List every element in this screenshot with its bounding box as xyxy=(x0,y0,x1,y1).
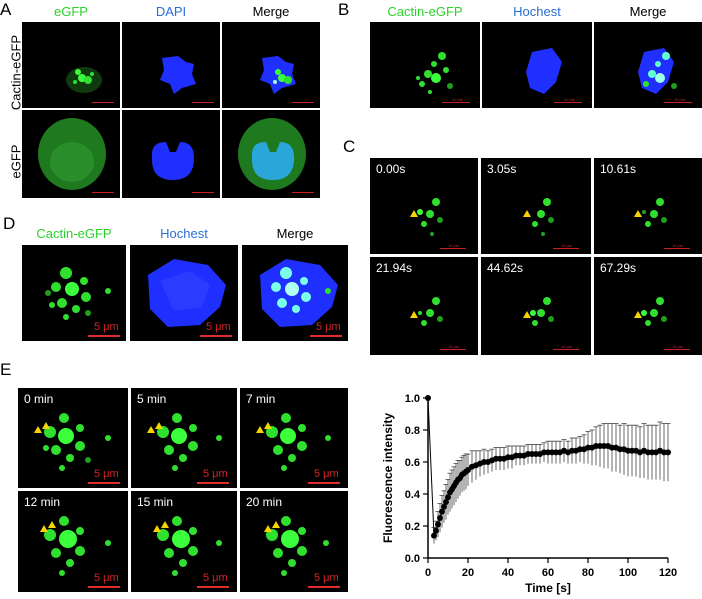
panelC-scale-2: 10 μm xyxy=(672,243,684,248)
panelB-image-cactin: 10 μm xyxy=(370,22,480,108)
panelC-scale-1: 10 μm xyxy=(561,243,573,248)
panelD-scale-3: 5 μm xyxy=(316,321,341,333)
x-tick-label: 20 xyxy=(462,567,474,579)
panelA-col-merge: Merge xyxy=(252,4,290,19)
x-tick-label: 120 xyxy=(659,567,677,579)
x-axis-label: Time [s] xyxy=(525,581,571,595)
data-point xyxy=(665,449,671,456)
panelE-scale-3: 5 μm xyxy=(94,572,119,584)
y-tick-label: 0.0 xyxy=(405,553,420,565)
panelE-frame-1: 5 min 5 μm xyxy=(131,388,237,488)
panelD-image-hochest: 5 μm xyxy=(130,245,238,341)
x-tick-label: 80 xyxy=(582,567,594,579)
panelB-image-merge: 10 μm xyxy=(594,22,702,108)
x-tick-label: 40 xyxy=(502,567,514,579)
data-point xyxy=(443,499,449,505)
x-tick-label: 60 xyxy=(542,567,554,579)
panelE-scale-5: 5 μm xyxy=(314,572,339,584)
data-point xyxy=(441,503,447,510)
panelE-time-0: 0 min xyxy=(24,392,54,406)
panel-label-b: B xyxy=(338,0,350,19)
panelD-scale-2: 5 μm xyxy=(206,321,231,333)
data-point xyxy=(435,521,441,528)
panelC-frame-3: 21.94s 10 μm xyxy=(370,257,478,355)
panelC-frame-5: 67.29s 10 μm xyxy=(594,257,702,355)
panelB-col-cactin: Cactin-eGFP xyxy=(387,4,463,19)
panelA-image-egfp-egfp xyxy=(22,110,120,198)
panelA-col-dapi: DAPI xyxy=(155,4,187,19)
panelD-col-cactin: Cactin-eGFP xyxy=(36,226,112,241)
y-tick-label: 0.2 xyxy=(405,521,420,533)
y-tick-label: 1.0 xyxy=(405,393,420,405)
panelB-scale-text-3: 10 μm xyxy=(674,97,686,102)
panelC-time-3: 21.94s xyxy=(376,261,413,275)
panelD-scale-1: 5 μm xyxy=(94,321,119,333)
panelC-frame-4: 44.62s 10 μm xyxy=(481,257,591,355)
y-axis-label: Fluorescence intensity xyxy=(381,413,395,543)
panelC-scale-4: 10 μm xyxy=(561,344,573,349)
panelE-time-5: 20 min xyxy=(246,495,283,509)
panelC-time-5: 67.29s xyxy=(600,261,637,275)
x-tick-label: 100 xyxy=(619,567,637,579)
panelB-scale-text-1: 10 μm xyxy=(452,97,464,102)
panelE-scale-0: 5 μm xyxy=(94,468,119,480)
panel-label-a: A xyxy=(0,0,12,19)
panelE-scale-2: 5 μm xyxy=(314,468,339,480)
frap-recovery-chart: 0.0 0.2 0.4 0.6 0.8 1.0 0 20 40 60 80 100 120 Time [s… xyxy=(381,393,677,595)
data-point xyxy=(431,532,437,539)
panelD-image-merge: 5 μm xyxy=(242,245,348,341)
panelE-frame-0: 0 min 5 μm xyxy=(18,388,128,488)
panelE-frame-5: 20 min 5 μm xyxy=(240,491,348,592)
panelE-time-1: 5 min xyxy=(137,392,167,406)
y-tick-label: 0.8 xyxy=(405,425,420,437)
data-point xyxy=(445,494,451,501)
panelA-image-cactin-merge xyxy=(222,22,320,108)
x-tick-label: 0 xyxy=(425,567,431,579)
panelC-frame-1: 3.05s 10 μm xyxy=(481,158,591,254)
panelC-time-1: 3.05s xyxy=(487,162,517,176)
panelD-image-cactin: 5 μm xyxy=(22,245,126,341)
panelC-frame-2: 10.61s 10 μm xyxy=(594,158,702,254)
data-point xyxy=(465,467,471,473)
data-point xyxy=(437,515,443,521)
panelE-time-4: 15 min xyxy=(137,495,174,509)
panelD-col-hochest: Hochest xyxy=(160,226,208,241)
panelC-time-0: 0.00s xyxy=(376,162,406,176)
panelB-scale-text-2: 10 μm xyxy=(564,97,576,102)
panel-label-d: D xyxy=(3,214,16,233)
data-point xyxy=(439,508,445,515)
panelC-frame-0: 0.00s 10 μm xyxy=(370,158,478,254)
panelD-col-merge: Merge xyxy=(276,226,314,241)
data-point xyxy=(433,527,439,534)
panelB-col-merge: Merge xyxy=(629,4,667,19)
panelA-col-egfp: eGFP xyxy=(54,4,88,19)
y-tick-label: 0.4 xyxy=(405,489,421,501)
data-point xyxy=(425,395,431,401)
panelE-frame-3: 12 min 5 μm xyxy=(18,491,128,592)
panelA-image-egfp-dapi xyxy=(122,110,220,198)
panelC-scale-5: 10 μm xyxy=(672,344,684,349)
panelA-image-egfp-merge xyxy=(222,110,320,198)
panelE-scale-4: 5 μm xyxy=(203,572,228,584)
panelE-frame-4: 15 min 5 μm xyxy=(131,491,237,592)
panel-label-e: E xyxy=(0,360,12,379)
panel-label-c: C xyxy=(343,137,356,156)
panelC-time-4: 44.62s xyxy=(487,261,524,275)
panelE-scale-1: 5 μm xyxy=(203,468,228,480)
y-tick-label: 0.6 xyxy=(405,457,420,469)
panelC-scale-3: 10 μm xyxy=(448,344,460,349)
panelC-scale-0: 10 μm xyxy=(448,243,460,248)
panelE-frame-2: 7 min 5 μm xyxy=(240,388,348,488)
panelA-image-cactin-egfp xyxy=(22,22,120,108)
panelA-image-cactin-dapi xyxy=(122,22,220,108)
panelE-time-2: 7 min xyxy=(246,392,276,406)
panelC-time-2: 10.61s xyxy=(600,162,637,176)
panelB-col-hochest: Hochest xyxy=(513,4,561,19)
panelE-time-3: 12 min xyxy=(24,495,61,509)
panelB-image-hochest: 10 μm xyxy=(482,22,592,108)
